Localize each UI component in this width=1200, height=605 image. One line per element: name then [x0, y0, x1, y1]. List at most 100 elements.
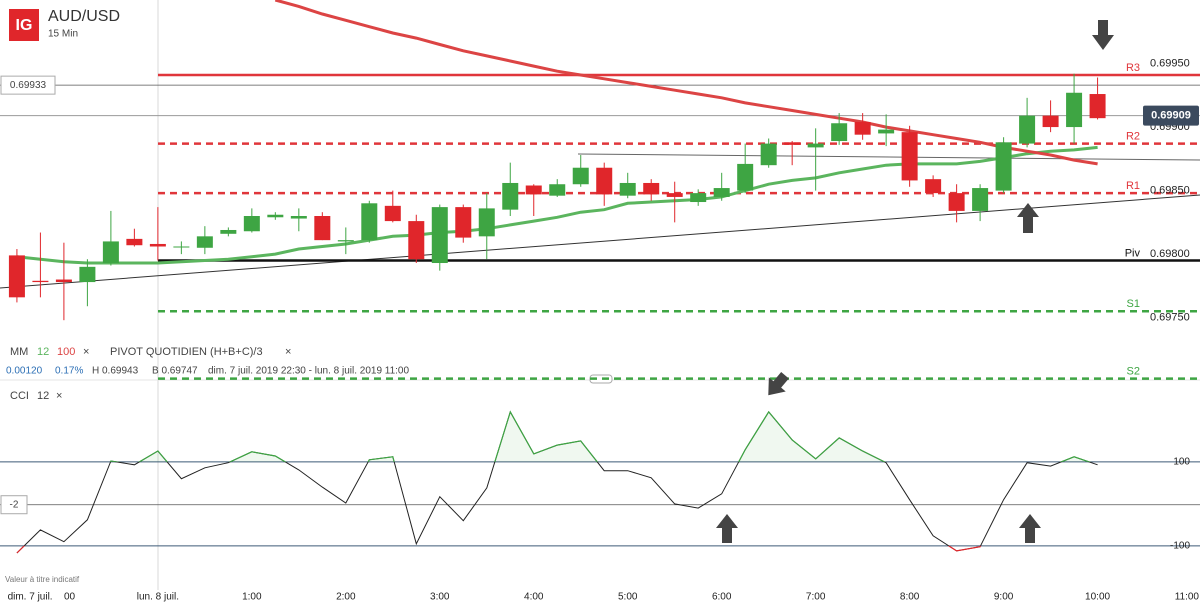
change-pct: 0.17% — [55, 366, 83, 377]
session-low: B 0.69747 — [152, 366, 198, 377]
arrow-annotation — [716, 514, 738, 543]
change: 0.00120 — [6, 366, 43, 377]
crosshair-label: 0.69933 — [10, 80, 47, 91]
candle-body — [32, 280, 49, 283]
ma-legend-label: MM — [10, 346, 28, 358]
candle-body — [737, 163, 754, 191]
candle-body — [596, 167, 613, 195]
y-tick-label: 0.69750 — [1150, 312, 1190, 324]
candle-body — [619, 182, 636, 196]
footer-note: Valeur à titre indicatif — [5, 575, 80, 584]
crosshair-label: -2 — [10, 499, 19, 510]
logo — [9, 9, 39, 41]
last-price-label: 0.69909 — [1151, 110, 1191, 122]
candle-body — [220, 229, 237, 234]
candle-body — [408, 221, 425, 260]
candle-body — [431, 207, 448, 264]
x-tick-label: lun. 8 juil. — [137, 592, 179, 603]
legend-entry: 12 — [37, 346, 49, 358]
close-button[interactable]: × — [56, 390, 62, 402]
candle-body — [1042, 115, 1059, 128]
pivot-label: S2 — [1127, 366, 1140, 378]
moving-average — [274, 0, 1098, 166]
interval: 15 Min — [48, 29, 78, 40]
candle-body — [173, 246, 190, 248]
candle-body — [8, 255, 25, 298]
last-price-tag — [1143, 105, 1199, 126]
candle-body — [267, 214, 284, 218]
candle-body — [807, 143, 824, 148]
candle-body — [948, 193, 965, 211]
candle-body — [455, 207, 472, 238]
x-tick-label: 8:00 — [900, 592, 920, 603]
candle-body — [79, 266, 96, 283]
close-button[interactable]: × — [83, 346, 89, 358]
candle-body — [666, 193, 683, 197]
x-tick-label: dim. 7 juil. — [8, 592, 53, 603]
arrow-annotation — [768, 372, 789, 396]
candle-body — [995, 142, 1012, 191]
candle-body — [878, 129, 895, 134]
pivot-label: Piv — [1125, 247, 1141, 259]
candle-body — [384, 205, 401, 222]
x-tick-label: 4:00 — [524, 592, 544, 603]
candle-body — [149, 243, 166, 247]
x-tick-label: 6:00 — [712, 592, 732, 603]
candle-body — [784, 142, 801, 145]
symbol: AUD/USD — [48, 8, 120, 25]
candle-body — [1019, 115, 1036, 144]
candle-body — [925, 179, 942, 194]
cci-line-above — [109, 410, 1091, 462]
candle-body — [643, 182, 660, 195]
x-tick-label: 7:00 — [806, 592, 826, 603]
cci-area — [16, 411, 1098, 462]
candle-body — [243, 216, 260, 232]
candle-body — [1089, 94, 1106, 119]
close-button[interactable]: × — [285, 346, 291, 358]
pivot-label: R3 — [1126, 62, 1140, 74]
trend-line — [0, 194, 1200, 289]
session-high: H 0.69943 — [92, 366, 139, 377]
arrow-annotation — [1092, 20, 1114, 50]
candle-body — [549, 184, 566, 196]
logo-text: IG — [16, 17, 33, 34]
candle-body — [102, 241, 119, 264]
crosshair-tag — [0, 75, 56, 95]
y-tick-label: 0.69950 — [1150, 57, 1190, 69]
overlay: R3R2R1PivS1S20.699500.699000.698500.6980… — [0, 57, 1199, 603]
pivot-label: S1 — [1127, 298, 1140, 310]
candle-body — [337, 240, 354, 242]
legend-entry: 100 — [57, 346, 75, 358]
crosshair-tag — [0, 495, 28, 515]
candle-body — [525, 185, 542, 195]
candle-body — [1066, 92, 1083, 128]
x-tick-label: 00 — [64, 592, 76, 603]
cci-title: CCI — [10, 390, 29, 402]
y-tick-label: 100 — [1173, 457, 1190, 468]
x-tick-label: 2:00 — [336, 592, 356, 603]
candle-body — [55, 279, 72, 283]
candle-body — [126, 238, 143, 246]
price-panel — [0, 0, 1200, 380]
legend-entry: 12 — [37, 390, 49, 402]
x-tick-label: 9:00 — [994, 592, 1014, 603]
cci-panel — [0, 410, 1200, 554]
y-tick-label: 0.69800 — [1150, 248, 1190, 260]
x-tick-label: 1:00 — [242, 592, 262, 603]
candle-body — [290, 216, 307, 219]
candle-body — [361, 203, 378, 241]
candle-body — [901, 132, 918, 181]
date-range: dim. 7 juil. 2019 22:30 - lun. 8 juil. 2… — [208, 366, 409, 377]
x-tick-label: 10:00 — [1085, 592, 1110, 603]
pivot-legend: PIVOT QUOTIDIEN (H+B+C)/3 — [110, 346, 263, 358]
y-tick-label: 0.69850 — [1150, 185, 1190, 197]
x-tick-label: 3:00 — [430, 592, 450, 603]
arrow-annotation — [1019, 514, 1041, 543]
candle-body — [572, 167, 589, 185]
candle-body — [478, 208, 495, 237]
candle-body — [760, 143, 777, 166]
pivot-label: R2 — [1126, 130, 1140, 142]
candle-body — [314, 216, 331, 241]
